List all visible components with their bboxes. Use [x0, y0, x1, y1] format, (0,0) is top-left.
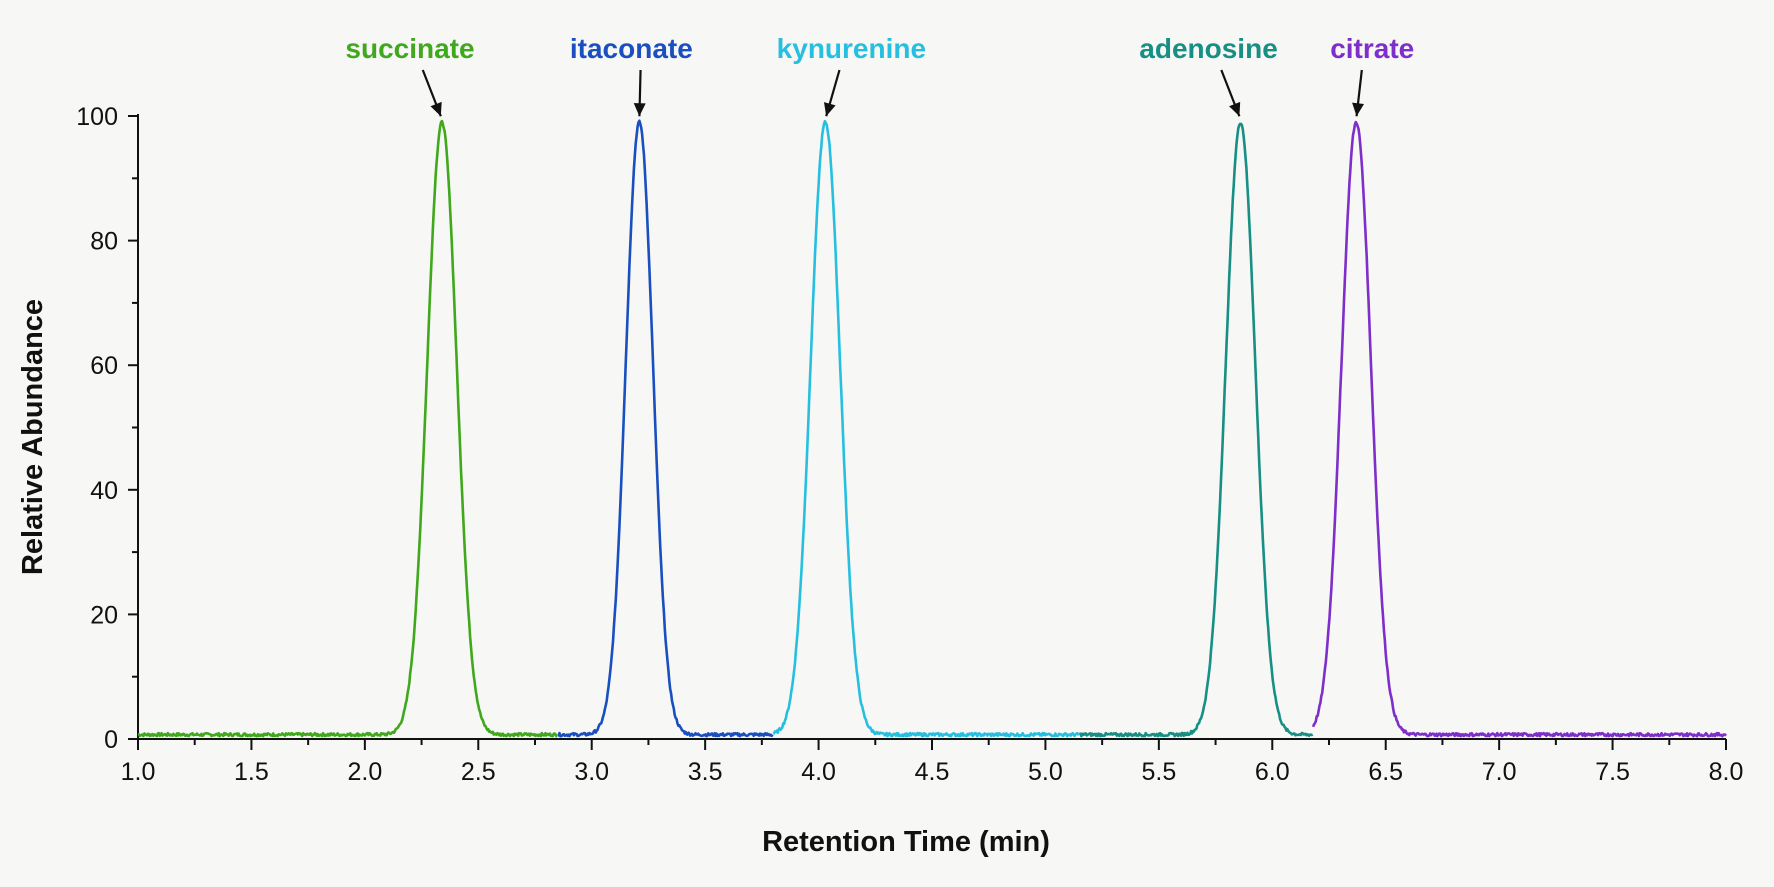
x-tick-label: 2.5 — [461, 758, 496, 786]
y-tick-label: 60 — [90, 352, 118, 380]
arrowhead-kynurenine — [824, 102, 836, 117]
x-tick-label: 3.0 — [574, 758, 609, 786]
series-line-succinate — [137, 119, 558, 738]
series-line-citrate — [1311, 120, 1727, 738]
x-tick-label: 3.5 — [688, 758, 723, 786]
x-tick-label: 8.0 — [1709, 758, 1744, 786]
y-axis-title: Relative Abundance — [17, 299, 49, 575]
x-tick-label: 5.5 — [1141, 758, 1176, 786]
x-tick-label: 5.0 — [1028, 758, 1063, 786]
peak-label-kynurenine: kynurenine — [777, 33, 926, 64]
x-tick-label: 7.5 — [1595, 758, 1630, 786]
y-tick-label: 40 — [90, 477, 118, 505]
x-tick-label: 4.0 — [801, 758, 836, 786]
arrowhead-itaconate — [633, 103, 646, 117]
arrowhead-succinate — [430, 101, 442, 117]
arrowhead-citrate — [1352, 102, 1364, 117]
peak-annotations: succinate itaconate kynurenine adenosine cit… — [345, 33, 1414, 117]
y-tick-label: 100 — [76, 103, 118, 131]
y-tick-label: 80 — [90, 228, 118, 256]
arrowhead-adenosine — [1229, 101, 1241, 117]
series-layer — [137, 119, 1727, 738]
peak-label-succinate: succinate — [345, 33, 474, 64]
x-axis-title: Retention Time (min) — [762, 826, 1050, 858]
y-tick-label: 20 — [90, 601, 118, 629]
x-tick-label: 1.5 — [234, 758, 269, 786]
axes: 0 20 40 60 80 100 1.0 1.5 2.0 2.5 3.0 3.5 4.0 4.5 5.0 5… — [76, 103, 1743, 786]
series-line-itaconate — [557, 119, 774, 738]
y-tick-label: 0 — [104, 726, 118, 754]
peak-label-itaconate: itaconate — [570, 33, 693, 64]
x-tick-label: 1.0 — [121, 758, 156, 786]
x-tick-label: 6.0 — [1255, 758, 1290, 786]
x-tick-label: 4.5 — [915, 758, 950, 786]
series-line-kynurenine — [772, 119, 1080, 738]
peak-label-citrate: citrate — [1330, 33, 1414, 64]
x-tick-label: 6.5 — [1368, 758, 1403, 786]
x-tick-label: 7.0 — [1482, 758, 1517, 786]
peak-label-adenosine: adenosine — [1139, 33, 1277, 64]
series-line-adenosine — [1079, 122, 1314, 738]
x-tick-label: 2.0 — [347, 758, 382, 786]
